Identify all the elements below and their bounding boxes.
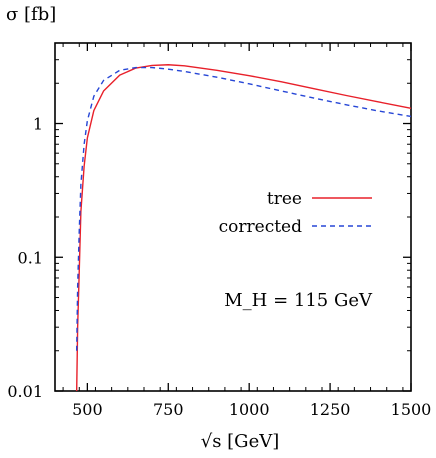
x-axis-label: √s [GeV] [201,431,280,452]
legend-label-corrected: corrected [219,217,302,237]
x-tick-label: 1000 [229,400,270,419]
legend: tree corrected [219,189,372,237]
curves [75,64,412,392]
legend-label-tree: tree [267,189,302,209]
x-tick-label: 1500 [391,400,432,419]
y-tick-label: 1 [33,115,43,134]
x-tick-label: 750 [153,400,184,419]
axis-ticks [55,42,412,392]
y-axis-label: σ [fb] [6,4,56,25]
curve-corrected [75,66,412,351]
x-tick-label: 500 [72,400,103,419]
y-tick-label: 0.01 [7,382,43,401]
x-tick-label: 1250 [310,400,351,419]
tick-labels: 500 750 1000 1250 1500 0.01 0.1 1 [7,115,431,419]
y-tick-label: 0.1 [18,248,43,267]
curve-tree [75,64,412,392]
higgs-mass-annotation: M_H = 115 GeV [224,290,373,311]
